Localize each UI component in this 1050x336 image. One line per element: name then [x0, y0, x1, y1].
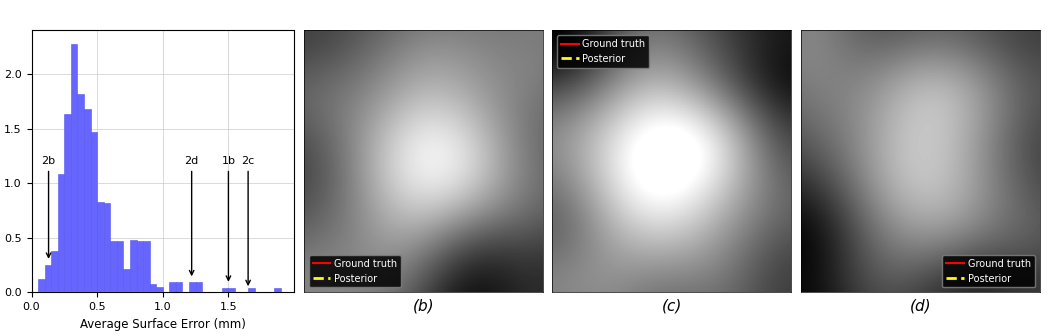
Bar [222, 288, 229, 292]
Text: (b): (b) [413, 298, 434, 313]
Text: 2c: 2c [242, 156, 255, 285]
Bar [143, 241, 150, 292]
Text: (d): (d) [909, 298, 931, 313]
Bar [58, 174, 64, 292]
Legend: Ground truth, Posterior: Ground truth, Posterior [558, 35, 650, 68]
Bar [78, 93, 84, 292]
Bar [274, 288, 281, 292]
Bar [64, 114, 71, 292]
Bar [169, 283, 176, 292]
Bar [248, 288, 255, 292]
Bar [195, 283, 203, 292]
Legend: Ground truth, Posterior: Ground truth, Posterior [942, 255, 1034, 288]
Bar [229, 288, 235, 292]
Bar [110, 241, 117, 292]
Bar [136, 241, 143, 292]
Text: (c): (c) [662, 298, 681, 313]
X-axis label: Average Surface Error (mm): Average Surface Error (mm) [80, 318, 246, 331]
Bar [38, 279, 45, 292]
Bar [90, 132, 98, 292]
Bar [45, 265, 51, 292]
Bar [156, 287, 163, 292]
Text: 1b: 1b [222, 156, 235, 280]
Bar [117, 241, 124, 292]
Legend: Ground truth, Posterior: Ground truth, Posterior [309, 255, 401, 288]
Bar [150, 284, 156, 292]
Text: 2d: 2d [185, 156, 198, 275]
Bar [104, 203, 110, 292]
Bar [130, 240, 136, 292]
Bar [71, 44, 78, 292]
Bar [176, 283, 183, 292]
Bar [124, 269, 130, 292]
Bar [84, 109, 90, 292]
Bar [98, 202, 104, 292]
Bar [189, 283, 195, 292]
Text: 2b: 2b [42, 156, 56, 257]
Bar [51, 251, 58, 292]
